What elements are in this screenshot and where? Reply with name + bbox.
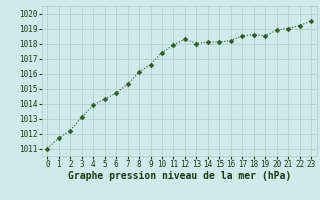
X-axis label: Graphe pression niveau de la mer (hPa): Graphe pression niveau de la mer (hPa): [68, 171, 291, 181]
